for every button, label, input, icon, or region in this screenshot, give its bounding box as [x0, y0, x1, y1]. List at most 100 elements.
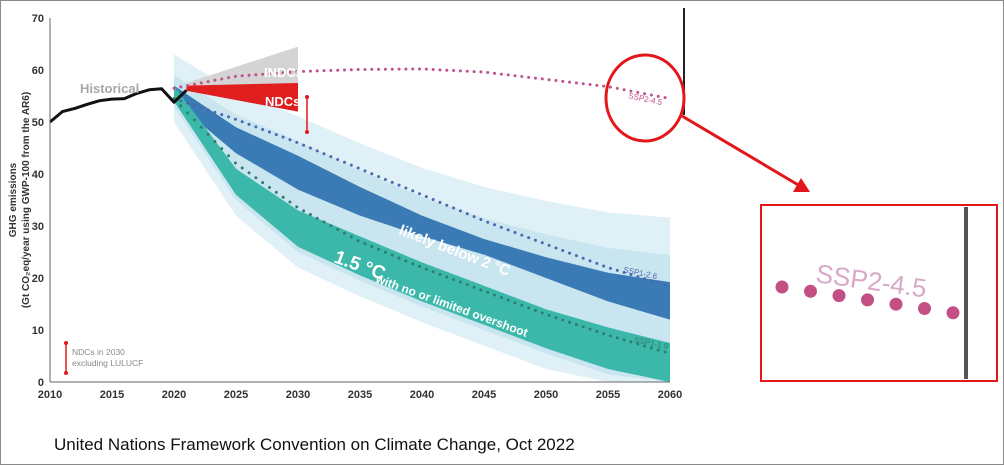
- dot-marker: [493, 293, 497, 297]
- x-tick-label: 2035: [348, 389, 372, 401]
- dot-marker: [302, 209, 306, 213]
- dot-marker: [383, 250, 387, 254]
- dot-marker: [383, 177, 387, 181]
- dot-marker: [397, 256, 401, 260]
- dot-marker: [663, 96, 667, 100]
- dot-marker: [452, 69, 456, 73]
- dot-marker: [192, 103, 196, 107]
- dot-marker: [533, 308, 537, 312]
- dot-marker: [199, 125, 203, 129]
- dot-marker: [568, 320, 572, 324]
- dot-marker: [499, 72, 503, 76]
- two-degree-band: [174, 85, 670, 320]
- dot-marker: [568, 80, 572, 84]
- dot-marker: [458, 69, 462, 73]
- dot-marker: [513, 301, 517, 305]
- dot-marker: [390, 253, 394, 257]
- dot-marker: [608, 334, 612, 338]
- dot-marker: [240, 74, 244, 78]
- dot-marker: [574, 254, 578, 258]
- dot-marker: [281, 135, 285, 139]
- dot-marker: [663, 283, 667, 287]
- dot-marker: [206, 80, 210, 84]
- dot-marker: [595, 261, 599, 265]
- dot-marker: [220, 113, 224, 117]
- dot-marker: [533, 76, 537, 80]
- dot-marker: [540, 241, 544, 245]
- dot-marker: [649, 93, 653, 97]
- dot-marker: [574, 81, 578, 85]
- x-tick-label: 2030: [286, 389, 310, 401]
- dot-marker: [581, 256, 585, 260]
- dot-marker: [472, 215, 476, 219]
- dot-marker: [438, 272, 442, 276]
- dot-marker: [308, 213, 312, 217]
- dot-marker: [602, 332, 606, 336]
- dot-marker: [322, 220, 326, 224]
- dot-marker: [370, 172, 374, 176]
- dot-marker: [343, 160, 346, 164]
- x-tick-label: 2060: [658, 389, 682, 401]
- annotation-marker-top-dot: [64, 341, 68, 345]
- dot-marker: [554, 316, 558, 320]
- dot-marker: [615, 86, 619, 90]
- dot-marker: [240, 166, 244, 170]
- dot-marker: [179, 85, 183, 89]
- indc-range: [186, 46, 298, 89]
- dot-marker: [656, 94, 660, 98]
- dot-marker: [629, 89, 633, 93]
- dot-marker: [445, 275, 449, 279]
- dot-marker: [295, 70, 299, 74]
- dot-marker: [213, 140, 217, 143]
- zoom-dot: [832, 289, 846, 303]
- dot-marker: [411, 67, 415, 71]
- dot-marker: [315, 216, 319, 220]
- indcs-label: INDCs: [264, 65, 303, 80]
- y-tick-label: 0: [38, 377, 44, 389]
- dot-marker: [486, 220, 490, 224]
- dot-marker: [629, 340, 633, 344]
- zoom-dot: [804, 284, 817, 298]
- dot-marker: [267, 130, 271, 134]
- y-axis-title-line2: (Gt CO₂eq/year using GWP-100 from the AR…: [21, 92, 32, 308]
- dot-marker: [247, 73, 251, 77]
- dot-marker: [383, 67, 387, 71]
- dot-marker: [520, 233, 524, 237]
- dot-marker: [281, 195, 285, 199]
- dot-marker: [424, 67, 428, 71]
- dot-marker: [213, 110, 217, 114]
- dot-marker: [438, 68, 442, 72]
- annotation-text-line2: excluding LULUCF: [72, 358, 143, 368]
- dot-marker: [615, 336, 619, 340]
- ndc-marker-top-dot: [305, 95, 309, 99]
- dot-marker: [315, 69, 319, 73]
- dot-marker: [438, 200, 442, 204]
- dot-marker: [643, 92, 647, 96]
- dot-marker: [527, 236, 531, 240]
- dot-marker: [302, 69, 306, 73]
- dot-marker: [179, 99, 183, 103]
- dot-marker: [254, 176, 258, 180]
- ssp2-4.5-dotted-line: [172, 67, 667, 100]
- y-axis-title-line1: GHG emissions: [8, 162, 19, 237]
- dot-marker: [486, 71, 490, 75]
- dot-marker: [445, 203, 449, 207]
- dot-marker: [302, 143, 306, 147]
- dot-marker: [561, 249, 565, 253]
- dot-marker: [322, 152, 326, 156]
- dot-marker: [636, 90, 640, 94]
- dot-marker: [274, 190, 278, 194]
- dot-marker: [274, 133, 278, 137]
- dot-marker: [479, 218, 483, 221]
- dot-marker: [186, 111, 190, 115]
- dot-marker: [418, 67, 422, 71]
- ssp1-1.9-dotted-line: [172, 97, 667, 354]
- dot-marker: [233, 117, 237, 121]
- dot-marker: [431, 68, 435, 72]
- callout-arrow-line: [681, 114, 801, 188]
- dot-marker: [261, 127, 265, 131]
- dot-marker: [240, 120, 244, 124]
- dot-marker: [602, 84, 606, 88]
- dot-marker: [649, 279, 653, 283]
